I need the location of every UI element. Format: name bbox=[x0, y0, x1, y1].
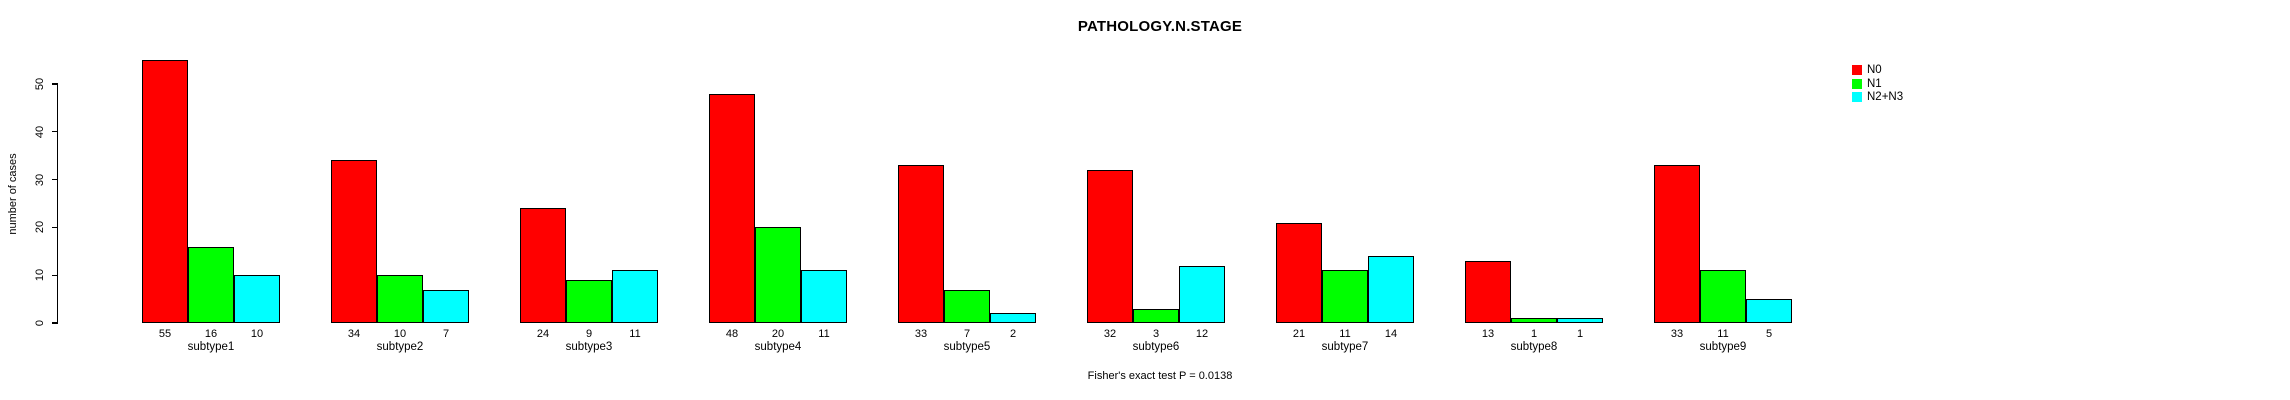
bar-n1-subtype8 bbox=[1511, 318, 1557, 323]
bar-n2n3-subtype6 bbox=[1179, 265, 1225, 323]
bar-n0-subtype5 bbox=[898, 165, 944, 323]
bar-n2n3-subtype5 bbox=[990, 313, 1036, 323]
bar-n1-subtype7 bbox=[1322, 270, 1368, 323]
y-tick bbox=[52, 274, 58, 276]
x-category-label: subtype7 bbox=[1321, 341, 1369, 353]
legend-swatch-n2n3-icon bbox=[1852, 92, 1862, 103]
y-tick-label: 0 bbox=[34, 319, 46, 327]
bar-n2n3-subtype7 bbox=[1368, 256, 1414, 323]
x-category-label: subtype8 bbox=[1510, 341, 1558, 353]
bar-value-label: 9 bbox=[585, 328, 593, 340]
bar-n2n3-subtype9 bbox=[1746, 299, 1792, 323]
bar-value-label: 33 bbox=[1670, 328, 1684, 340]
bar-value-label: 1 bbox=[1530, 328, 1538, 340]
bar-n0-subtype6 bbox=[1087, 170, 1133, 323]
bar-n1-subtype5 bbox=[944, 289, 990, 323]
bar-n0-subtype2 bbox=[331, 160, 377, 323]
legend-item-n1: N1 bbox=[1852, 77, 1903, 90]
bar-value-label: 2 bbox=[1009, 328, 1017, 340]
bar-value-label: 20 bbox=[771, 328, 785, 340]
bar-n1-subtype2 bbox=[377, 275, 423, 323]
bar-n0-subtype8 bbox=[1465, 260, 1511, 323]
y-tick-label: 30 bbox=[34, 173, 46, 186]
legend: N0 N1 N2+N3 bbox=[1852, 64, 1904, 106]
y-tick bbox=[52, 226, 58, 229]
bar-value-label: 11 bbox=[818, 328, 830, 340]
x-category-label: subtype6 bbox=[1132, 341, 1180, 353]
bar-value-label: 1 bbox=[1576, 328, 1584, 340]
bar-value-label: 33 bbox=[914, 328, 928, 340]
x-category-label: subtype5 bbox=[943, 341, 991, 353]
bar-value-label: 55 bbox=[158, 328, 172, 340]
bar-n0-subtype1 bbox=[142, 60, 188, 323]
bar-value-label: 11 bbox=[1339, 328, 1351, 340]
bar-n2n3-subtype2 bbox=[423, 289, 469, 323]
bar-value-label: 32 bbox=[1103, 328, 1117, 340]
bar-n1-subtype4 bbox=[755, 227, 801, 323]
x-category-label: subtype2 bbox=[376, 341, 424, 353]
bar-value-label: 5 bbox=[1765, 328, 1773, 340]
legend-item-n0: N0 bbox=[1852, 64, 1903, 76]
legend-label-n2n3: N2+N3 bbox=[1867, 91, 1904, 104]
bar-n0-subtype9 bbox=[1654, 165, 1700, 323]
y-tick-label: 10 bbox=[34, 269, 46, 282]
y-tick bbox=[52, 178, 58, 181]
legend-swatch-n1-icon bbox=[1852, 78, 1862, 89]
bar-n0-subtype4 bbox=[709, 93, 755, 323]
bar-n1-subtype1 bbox=[188, 246, 234, 323]
legend-item-n2n3: N2+N3 bbox=[1852, 91, 1904, 104]
legend-label-n1: N1 bbox=[1867, 77, 1882, 90]
bar-n1-subtype9 bbox=[1700, 270, 1746, 323]
y-tick bbox=[52, 322, 58, 324]
bar-value-label: 16 bbox=[204, 328, 218, 340]
bar-n0-subtype3 bbox=[520, 208, 566, 323]
y-tick-label: 50 bbox=[34, 77, 46, 91]
bar-value-label: 3 bbox=[1152, 328, 1160, 340]
bar-n0-subtype7 bbox=[1276, 222, 1322, 323]
bar-value-label: 10 bbox=[250, 328, 264, 340]
y-axis-line bbox=[57, 84, 59, 323]
x-category-label: subtype9 bbox=[1699, 341, 1747, 353]
y-tick-label: 40 bbox=[34, 125, 46, 138]
chart-title: PATHOLOGY.N.STAGE bbox=[1077, 18, 1243, 35]
x-category-label: subtype4 bbox=[754, 341, 802, 353]
bar-value-label: 34 bbox=[347, 328, 361, 340]
y-tick bbox=[52, 83, 58, 85]
bar-value-label: 10 bbox=[393, 328, 407, 340]
bar-value-label: 14 bbox=[1384, 328, 1398, 340]
y-tick bbox=[52, 131, 58, 133]
bar-n2n3-subtype1 bbox=[234, 275, 280, 323]
legend-swatch-n0-icon bbox=[1852, 65, 1862, 75]
bar-value-label: 11 bbox=[1717, 328, 1729, 340]
bar-n2n3-subtype4 bbox=[801, 270, 847, 323]
bar-value-label: 7 bbox=[963, 328, 971, 340]
bar-n1-subtype6 bbox=[1133, 308, 1179, 323]
bar-value-label: 48 bbox=[725, 328, 739, 340]
bar-n2n3-subtype3 bbox=[612, 270, 658, 323]
statistics-footnote: Fisher's exact test P = 0.0138 bbox=[1087, 370, 1233, 382]
bar-n2n3-subtype8 bbox=[1557, 318, 1603, 323]
bar-value-label: 12 bbox=[1195, 328, 1209, 340]
bar-value-label: 24 bbox=[536, 328, 550, 340]
x-category-label: subtype3 bbox=[565, 341, 613, 353]
bar-value-label: 11 bbox=[629, 328, 641, 340]
legend-label-n0: N0 bbox=[1867, 64, 1882, 76]
bar-n1-subtype3 bbox=[566, 279, 612, 323]
bar-value-label: 7 bbox=[442, 328, 450, 340]
bar-value-label: 13 bbox=[1481, 328, 1495, 340]
y-tick-label: 20 bbox=[34, 221, 46, 234]
y-axis-label: number of cases bbox=[7, 153, 19, 235]
bar-value-label: 21 bbox=[1292, 328, 1306, 340]
x-category-label: subtype1 bbox=[187, 341, 235, 353]
